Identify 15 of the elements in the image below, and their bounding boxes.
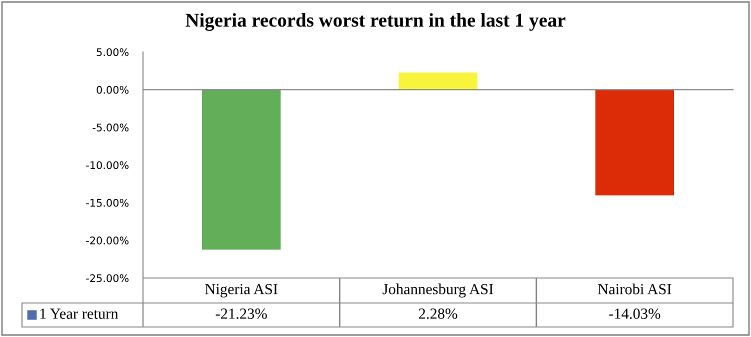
x-tick-label: Johannesburg ASI <box>382 284 494 298</box>
chart-title: Nigeria records worst return in the last 1 year <box>186 13 566 31</box>
x-tick-label: Nigeria ASI <box>205 284 278 298</box>
data-label: -14.03% <box>609 308 660 319</box>
y-tick-label: -25.00% <box>86 274 129 282</box>
y-tick-label: -5.00% <box>92 124 129 132</box>
x-tick-label: Nairobi ASI <box>598 284 672 294</box>
data-label: -21.23% <box>216 308 267 319</box>
data-label: 2.28% <box>418 308 458 319</box>
y-tick-label: 5.00% <box>96 48 129 56</box>
y-tick-label: 0.00% <box>96 86 129 94</box>
y-tick-label: -15.00% <box>86 198 129 207</box>
y-tick-label: -10.00% <box>86 161 129 170</box>
y-tick-label: -20.00% <box>86 236 129 244</box>
text: 1 Year return <box>40 308 118 319</box>
